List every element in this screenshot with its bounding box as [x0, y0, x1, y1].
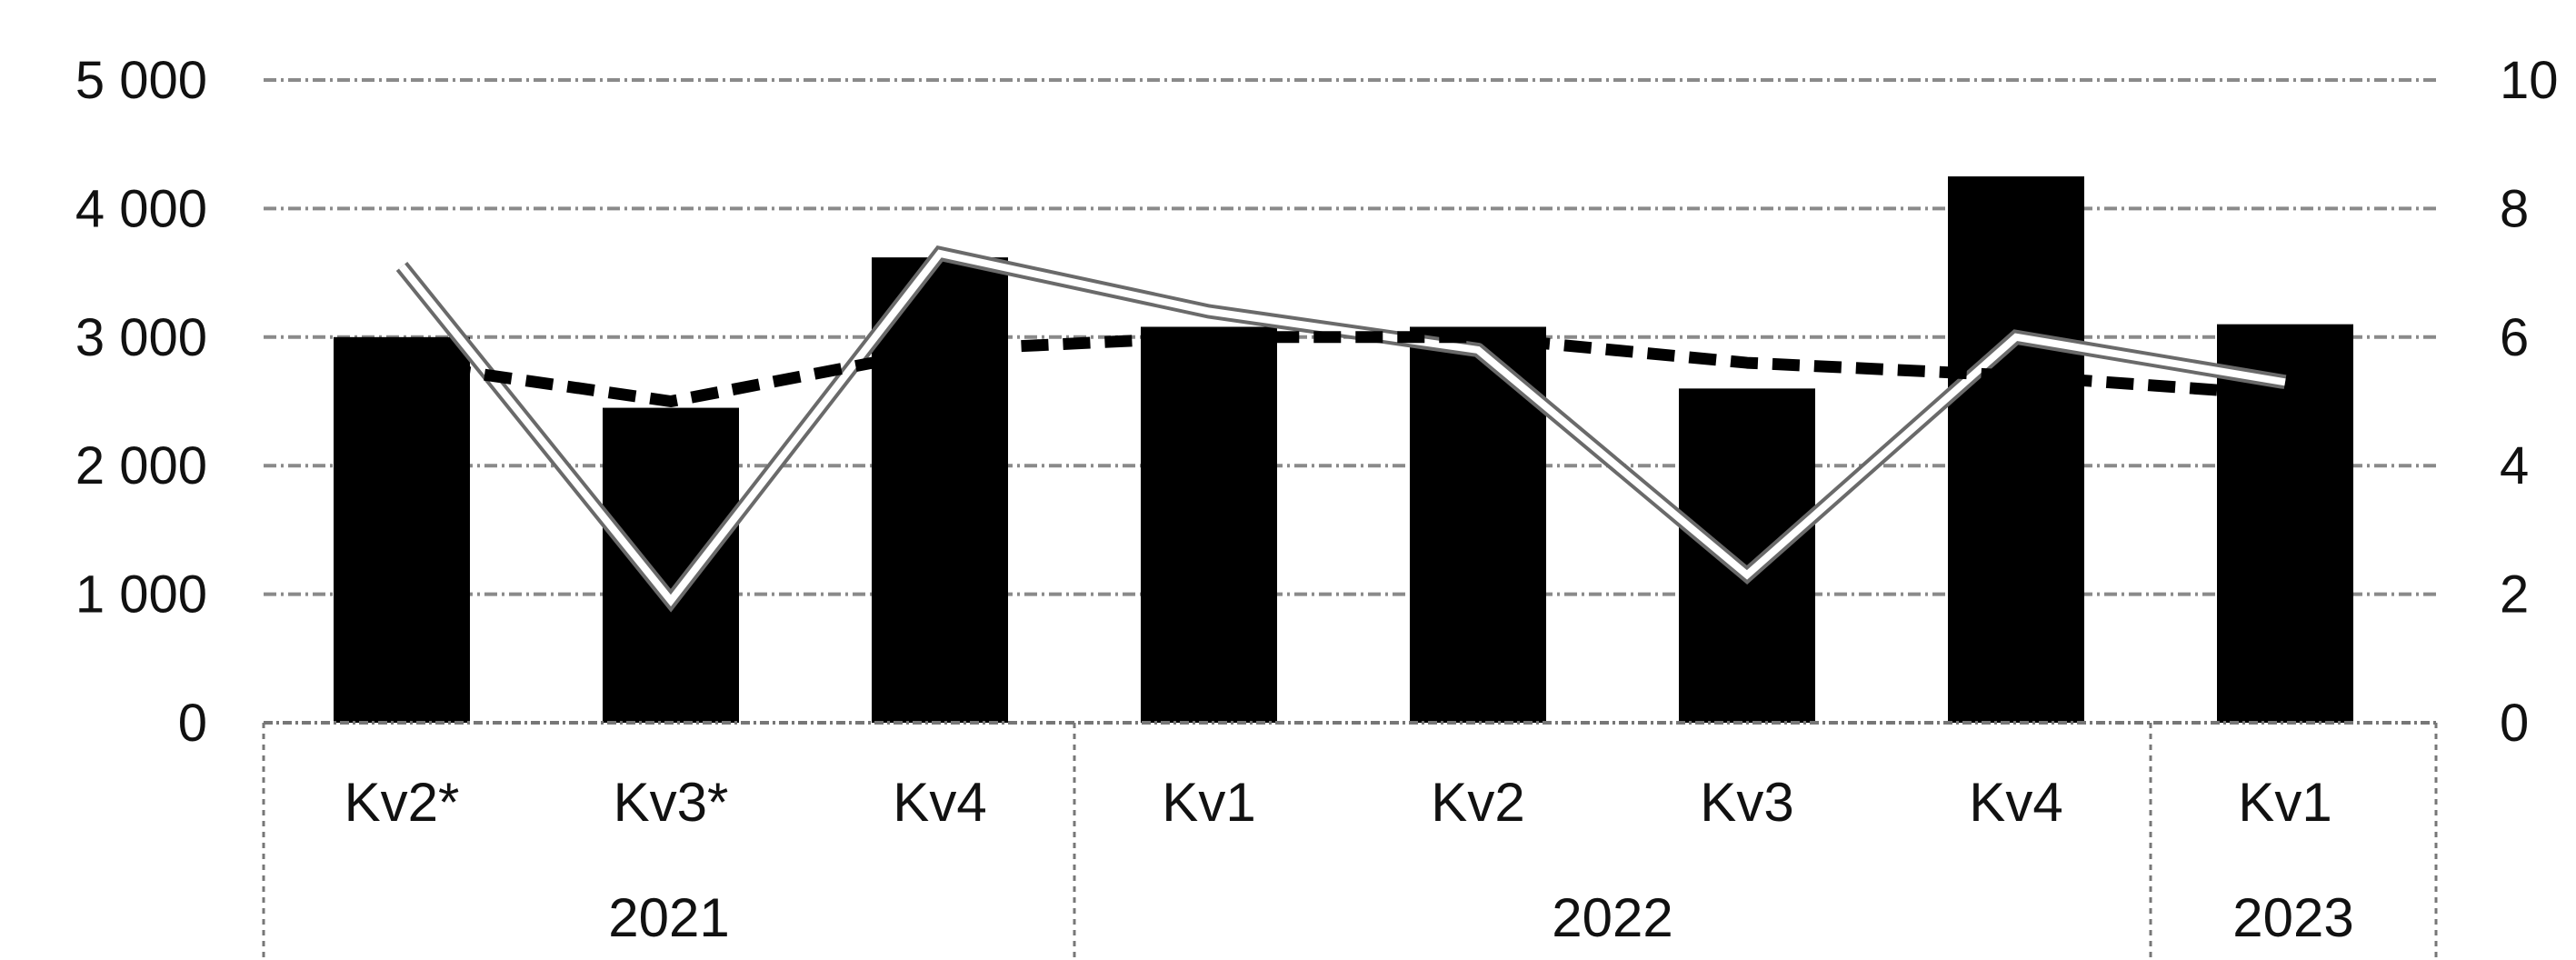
line-series-white — [398, 249, 2286, 607]
category-label: Kv2 — [1431, 772, 1524, 833]
bar — [2217, 324, 2353, 723]
category-label: Kv1 — [2238, 772, 2331, 833]
category-label: Kv4 — [1969, 772, 2062, 833]
y-left-tick-label: 5 000 — [75, 51, 207, 110]
y-right-tick-label: 6 — [2500, 308, 2529, 367]
category-label: Kv2* — [344, 772, 460, 833]
y-right-tick-label: 10 — [2500, 51, 2559, 110]
category-label: Kv3 — [1700, 772, 1793, 833]
group-label: 2021 — [608, 887, 729, 948]
y-right-tick-label: 2 — [2500, 565, 2529, 625]
y-left-tick-label: 1 000 — [75, 565, 207, 625]
bar — [872, 257, 1008, 723]
y-right-tick-label: 8 — [2500, 179, 2529, 238]
category-label: Kv4 — [893, 772, 986, 833]
y-left-tick-label: 0 — [178, 694, 207, 753]
y-left-tick-label: 4 000 — [75, 179, 207, 238]
bar — [1141, 326, 1277, 723]
y-right-tick-label: 4 — [2500, 436, 2529, 495]
y-right-tick-label: 0 — [2500, 694, 2529, 753]
y-left-tick-label: 3 000 — [75, 308, 207, 367]
bar — [1679, 388, 1815, 723]
bar-layer — [334, 176, 2353, 724]
axis-layer: 0 1 000 2 000 3 000 4 000 5 000 0 2 4 6 8 10 Kv2* Kv3… — [75, 51, 2559, 960]
bar — [334, 336, 470, 723]
group-label: 2023 — [2232, 887, 2353, 948]
category-label: Kv1 — [1162, 772, 1255, 833]
y-left-tick-label: 2 000 — [75, 436, 207, 495]
bar — [1948, 176, 2084, 724]
line-layer — [395, 245, 2287, 613]
group-label: 2022 — [1552, 887, 1672, 948]
line-series-dashed — [401, 331, 2286, 407]
bar — [603, 407, 739, 723]
category-label: Kv3* — [614, 772, 729, 833]
